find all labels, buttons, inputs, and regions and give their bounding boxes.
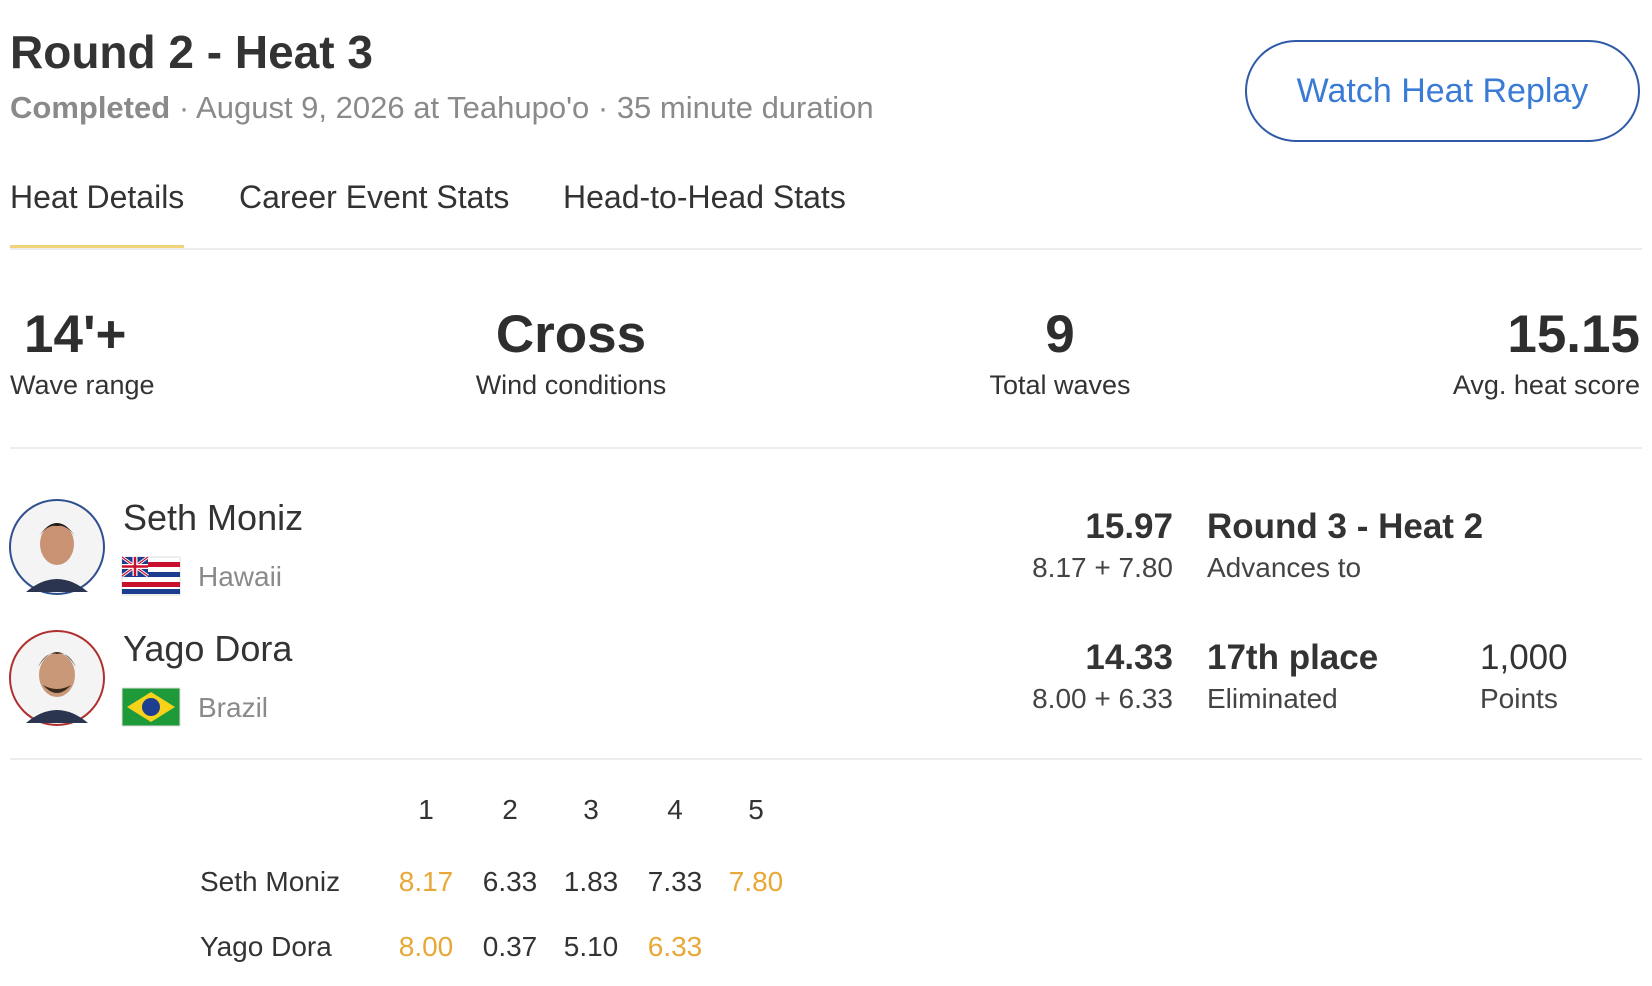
duration: 35 minute duration [616, 90, 874, 125]
wave-score: 5.10 [563, 931, 619, 962]
stat-value: 15.15 [1507, 305, 1640, 364]
replay-button[interactable]: Watch Heat Replay [1245, 40, 1640, 142]
points-label: Points [1480, 683, 1558, 714]
surfer-country: Hawaii [198, 561, 283, 592]
tab[interactable]: Career Event Stats [239, 179, 510, 215]
wave-number: 1 [418, 794, 434, 825]
stat-label: Wind conditions [475, 370, 667, 400]
heat-total: 15.97 [1085, 507, 1173, 546]
score-breakdown: 8.17 + 7.80 [1032, 552, 1173, 583]
stat-value: 14'+ [24, 305, 127, 364]
surfer-name: Seth Moniz [123, 497, 304, 538]
wave-number: 4 [667, 794, 683, 825]
wave-number: 2 [502, 794, 518, 825]
wave-score: 7.33 [647, 866, 703, 897]
wave-score: 6.33 [482, 866, 538, 897]
stat-value: Cross [495, 305, 647, 364]
stat-label: Total waves [989, 370, 1131, 400]
tab[interactable]: Heat Details [10, 179, 185, 215]
separator: · [597, 90, 609, 125]
wave-score: 1.83 [563, 866, 619, 897]
row-name: Seth Moniz [200, 866, 341, 897]
divider [10, 447, 1642, 449]
stat-label: Avg. heat score [1452, 370, 1640, 400]
surfer-country: Brazil [198, 692, 269, 723]
wave-score: 8.00 [398, 931, 454, 962]
avatar [9, 630, 105, 726]
result: Round 3 - Heat 2 [1207, 507, 1484, 546]
result-note: Advances to [1207, 552, 1362, 583]
flag-hawaii [121, 556, 181, 596]
divider [10, 758, 1642, 760]
flag-brazil [121, 687, 181, 727]
status: Completed [10, 90, 171, 125]
wave-number: 3 [583, 794, 599, 825]
wave-score: 7.80 [728, 866, 784, 897]
wave-score: 8.17 [398, 866, 454, 897]
wave-score: 6.33 [647, 931, 703, 962]
row-name: Yago Dora [200, 931, 332, 962]
divider [10, 248, 1642, 250]
active-tab-underline [10, 245, 185, 248]
result: 17th place [1207, 638, 1379, 677]
surfer-name: Yago Dora [123, 628, 293, 669]
heat-title: Round 2 - Heat 3 [10, 26, 373, 78]
heat-total: 14.33 [1085, 638, 1173, 677]
stat-value: 9 [1045, 305, 1075, 364]
result-note: Eliminated [1207, 683, 1338, 714]
heat-subtitle: Completed · August 9, 2026 at Teahupo'o … [10, 92, 874, 123]
points: 1,000 [1480, 638, 1568, 677]
separator: · [178, 90, 190, 125]
tab[interactable]: Head-to-Head Stats [563, 179, 846, 215]
wave-score: 0.37 [482, 931, 538, 962]
avatar [9, 499, 105, 595]
wave-number: 5 [748, 794, 764, 825]
score-breakdown: 8.00 + 6.33 [1032, 683, 1173, 714]
stat-label: Wave range [10, 370, 155, 400]
date-location: August 9, 2026 at Teahupo'o [196, 90, 590, 125]
